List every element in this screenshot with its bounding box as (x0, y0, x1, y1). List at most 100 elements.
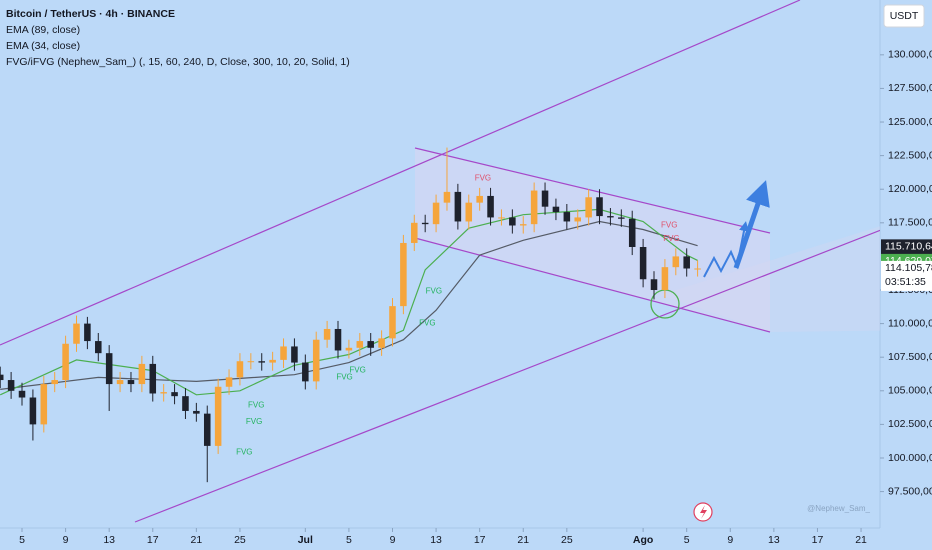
ema-line (0, 208, 698, 396)
currency-label: USDT (890, 10, 919, 22)
x-tick-label: 9 (727, 534, 733, 546)
candle-body (18, 390, 26, 398)
candle-body (683, 256, 690, 269)
candle-body (574, 217, 582, 222)
y-tick-label: 110.000,00 (888, 317, 932, 329)
fvg-label: FVG (663, 234, 679, 243)
candle-body (389, 306, 396, 339)
candle-body (367, 341, 374, 348)
candle-body (345, 347, 353, 351)
candle-body (509, 217, 516, 226)
indicator-label: FVG/iFVG (Nephew_Sam_) (, 15, 60, 240, D… (6, 56, 350, 68)
price-tag-label: 114.105,78 (885, 262, 932, 274)
x-tick-label: 13 (430, 534, 442, 546)
candle-body (127, 380, 135, 385)
candle-body (203, 413, 211, 446)
candle-body (7, 380, 15, 391)
trend-line (0, 0, 801, 346)
x-tick-label: 5 (346, 534, 352, 546)
candle-body (465, 202, 473, 222)
candle-body (519, 224, 527, 226)
candle-body (149, 363, 157, 394)
candle-body (639, 247, 647, 280)
candle-body (302, 362, 309, 382)
candle-body (236, 361, 244, 378)
fvg-label: FVG (248, 401, 264, 410)
x-tick-label: 21 (517, 534, 529, 546)
candle-body (95, 341, 102, 354)
candle-body (312, 339, 320, 382)
x-tick-label: 13 (103, 534, 115, 546)
y-tick-label: 97.500,00 (888, 485, 932, 497)
candle-body (628, 218, 636, 248)
candle-body (116, 380, 124, 385)
candle-body (40, 384, 48, 425)
candle-body (280, 346, 287, 360)
watermark: @Nephew_Sam_ (807, 504, 870, 513)
candle-body (596, 197, 603, 217)
candle-body (400, 242, 407, 307)
candle-body (84, 323, 91, 342)
candle-body (378, 338, 385, 348)
fvg-label: FVG (349, 366, 365, 375)
candle-body (29, 397, 37, 425)
indicator-label: EMA (34, close) (6, 40, 80, 52)
x-tick-label: Jul (298, 534, 313, 546)
currency-button[interactable] (883, 4, 925, 28)
y-tick-label: 105.000,00 (888, 385, 932, 397)
price-tag (881, 239, 932, 255)
fvg-label: FVG (475, 174, 491, 183)
y-tick-label: 102.500,00 (888, 418, 932, 430)
x-tick-label: 5 (684, 534, 690, 546)
fvg-label: FVG (426, 286, 442, 295)
indicator-label: EMA (89, close) (6, 24, 80, 36)
candle-body (334, 328, 342, 351)
candle-body (247, 361, 255, 363)
candle-body (51, 380, 58, 385)
y-tick-label: 127.500,00 (888, 82, 932, 94)
x-tick-label: 17 (812, 534, 824, 546)
candle-body (563, 212, 571, 222)
candle-body (182, 396, 189, 411)
y-tick-label: 107.500,00 (888, 351, 932, 363)
ema-line (0, 220, 698, 390)
forecast-arrow (733, 180, 770, 269)
x-tick-label: 25 (234, 534, 246, 546)
y-tick-label: 130.000,00 (888, 49, 932, 61)
candle-body (291, 346, 298, 363)
symbol-title: Bitcoin / TetherUS · 4h · BINANCE (6, 8, 175, 20)
candle-body (214, 386, 222, 446)
y-tick-label: 125.000,00 (888, 116, 932, 128)
x-tick-label: 9 (390, 534, 396, 546)
x-tick-label: 17 (474, 534, 486, 546)
event-icon-bolt (700, 505, 707, 519)
fvg-label: FVG (336, 372, 352, 381)
candle-body (269, 359, 276, 363)
x-tick-label: 21 (855, 534, 867, 546)
x-tick-label: 5 (19, 534, 25, 546)
candle-body (443, 191, 451, 203)
candle-body (530, 190, 538, 225)
candle-body (661, 267, 669, 291)
fvg-label: FVG (236, 448, 252, 457)
trend-line (134, 229, 880, 523)
trend-line (414, 237, 771, 333)
candle-body (541, 190, 549, 207)
x-tick-label: 13 (768, 534, 780, 546)
trend-line (414, 147, 771, 234)
y-tick-label: 100.000,00 (888, 452, 932, 464)
countdown: 03:51:35 (885, 276, 926, 288)
candle-body (258, 361, 266, 363)
channel-fill (415, 148, 770, 332)
x-tick-label: Ago (633, 534, 653, 546)
candle-body (487, 195, 494, 218)
candle-body (411, 222, 418, 243)
candle-body (585, 197, 592, 218)
y-tick-label: 122.500,00 (888, 149, 932, 161)
candle-body (650, 279, 658, 291)
candle-body (193, 410, 200, 414)
